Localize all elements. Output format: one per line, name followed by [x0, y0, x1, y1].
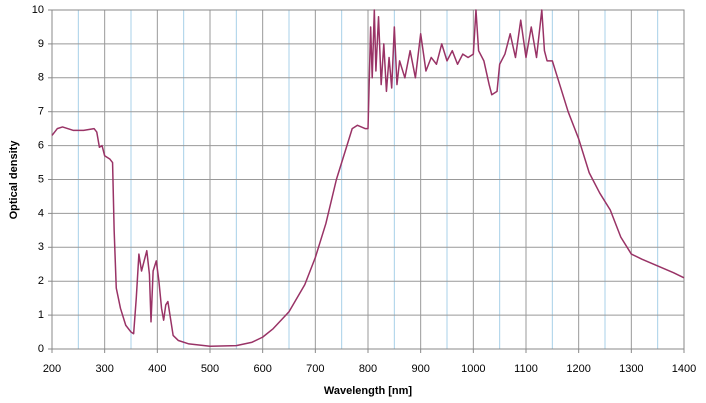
x-tick-label: 1300: [619, 363, 643, 375]
y-tick-label: 2: [38, 275, 44, 287]
y-tick-label: 6: [38, 140, 44, 152]
x-tick-label: 200: [43, 363, 61, 375]
x-tick-label: 1400: [672, 363, 696, 375]
y-tick-label: 4: [38, 207, 44, 219]
y-tick-label: 10: [32, 4, 44, 16]
x-tick-label: 700: [306, 363, 324, 375]
x-tick-label: 1100: [514, 363, 538, 375]
x-tick-label: 1200: [566, 363, 590, 375]
data-line: [51, 9, 685, 348]
plot-frame: [51, 9, 685, 350]
y-tick-label: 0: [38, 343, 44, 355]
x-tick-label: 800: [359, 363, 377, 375]
x-axis-label: Wavelength [nm]: [324, 385, 413, 397]
x-tick-label: 900: [411, 363, 429, 375]
y-tick-label: 9: [38, 38, 44, 50]
y-tick-label: 5: [38, 173, 44, 185]
y-tick-label: 8: [38, 72, 44, 84]
x-tick-label: 400: [148, 363, 166, 375]
x-tick-label: 300: [95, 363, 113, 375]
x-tick-label: 600: [253, 363, 271, 375]
y-tick-label: 3: [38, 241, 44, 253]
x-tick-label: 1000: [461, 363, 485, 375]
y-axis-label: Optical density: [8, 140, 20, 220]
y-tick-label: 7: [38, 106, 44, 118]
x-tick-label: 500: [201, 363, 219, 375]
y-tick-label: 1: [38, 309, 44, 321]
